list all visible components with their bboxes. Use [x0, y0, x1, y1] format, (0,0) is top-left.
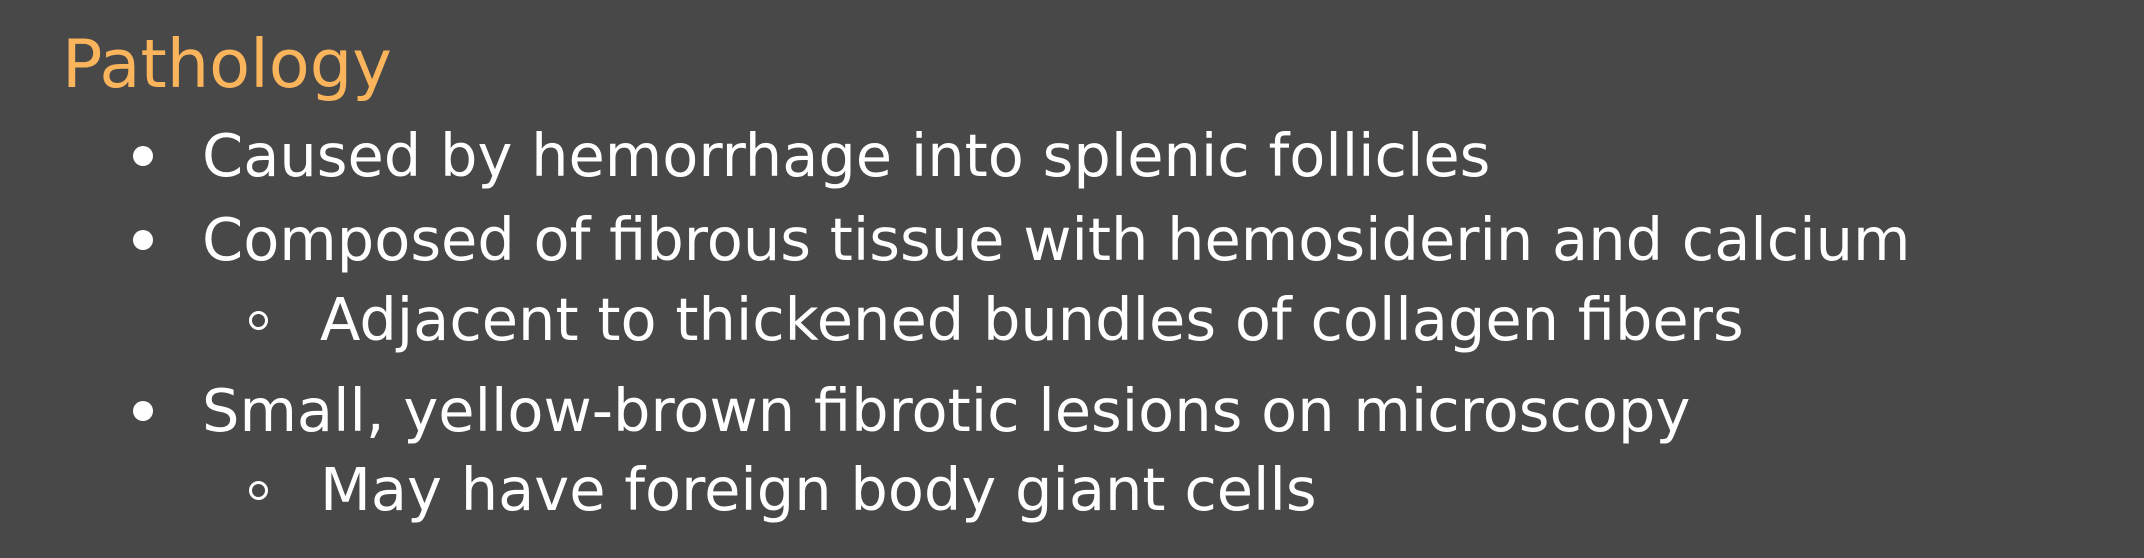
bullet-filled-icon: [133, 146, 153, 166]
sub-bullet-item: May have foreign body giant cells: [320, 455, 1317, 524]
sub-bullet-item: Adjacent to thickened bundles of collage…: [320, 285, 1744, 354]
bullet-filled-icon: [133, 230, 153, 250]
bullet-filled-icon: [133, 401, 153, 421]
bullet-hollow-icon: [249, 481, 268, 500]
slide-title: Pathology: [62, 25, 392, 103]
bullet-hollow-icon: [249, 311, 268, 330]
bullet-item: Small, yellow-brown fibrotic lesions on …: [202, 376, 1691, 445]
bullet-item: Composed of fibrous tissue with hemoside…: [202, 205, 1911, 274]
bullet-item: Caused by hemorrhage into splenic follic…: [202, 121, 1491, 190]
